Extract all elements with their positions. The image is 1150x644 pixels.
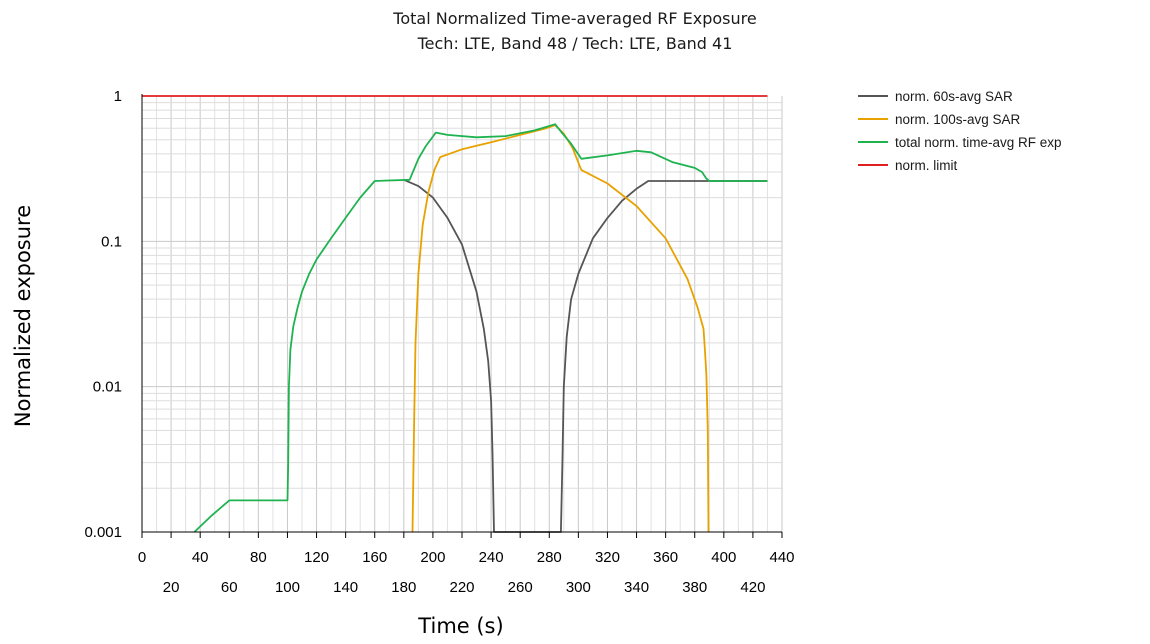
series-line-1 — [411, 124, 710, 533]
x-tick-label: 340 — [624, 579, 649, 596]
x-tick-label: 220 — [449, 579, 474, 596]
x-tick-label: 440 — [769, 549, 794, 566]
tick-labels: 0 40 80 120 160 200 240 280 320 360 400 440 20 60 100 1… — [84, 88, 794, 596]
chart-title: Total Normalized Time-averaged RF Exposu… — [392, 9, 756, 28]
series-line-0 — [403, 178, 768, 533]
x-tick-label: 260 — [508, 579, 533, 596]
y-tick-label: 0.1 — [101, 233, 122, 250]
y-tick-label: 1 — [114, 88, 122, 105]
y-tick-label: 0.01 — [93, 379, 122, 396]
legend-label: norm. 100s-avg SAR — [895, 112, 1021, 127]
y-tick-label: 0.001 — [84, 524, 122, 541]
grid — [141, 96, 783, 533]
x-axis-label: Time (s) — [417, 614, 503, 638]
series-line-2 — [193, 123, 768, 533]
y-axis-label: Normalized exposure — [11, 205, 35, 427]
x-tick-label: 320 — [595, 549, 620, 566]
x-tick-label: 120 — [304, 549, 329, 566]
x-tick-label: 0 — [138, 549, 146, 566]
x-tick-label: 140 — [333, 579, 358, 596]
x-tick-label: 420 — [740, 579, 765, 596]
series-lines — [142, 95, 768, 533]
axes — [141, 94, 783, 538]
legend-label: norm. 60s-avg SAR — [895, 89, 1013, 104]
x-tick-label: 200 — [420, 549, 445, 566]
x-tick-label: 40 — [192, 549, 209, 566]
legend-label: norm. limit — [895, 158, 958, 173]
x-tick-label: 400 — [711, 549, 736, 566]
legend: norm. 60s-avg SAR norm. 100s-avg SAR total… — [858, 89, 1062, 173]
x-tick-label: 360 — [653, 549, 678, 566]
x-tick-label: 100 — [275, 579, 300, 596]
x-tick-label: 180 — [391, 579, 416, 596]
x-tick-label: 20 — [163, 579, 180, 596]
x-tick-label: 300 — [566, 579, 591, 596]
x-tick-label: 380 — [682, 579, 707, 596]
x-tick-label: 80 — [250, 549, 267, 566]
legend-label: total norm. time-avg RF exp — [895, 135, 1062, 150]
chart-subtitle: Tech: LTE, Band 48 / Tech: LTE, Band 41 — [417, 34, 733, 53]
x-tick-label: 280 — [537, 549, 562, 566]
x-tick-label: 240 — [479, 549, 504, 566]
x-tick-label: 160 — [362, 549, 387, 566]
x-tick-label: 60 — [221, 579, 238, 596]
